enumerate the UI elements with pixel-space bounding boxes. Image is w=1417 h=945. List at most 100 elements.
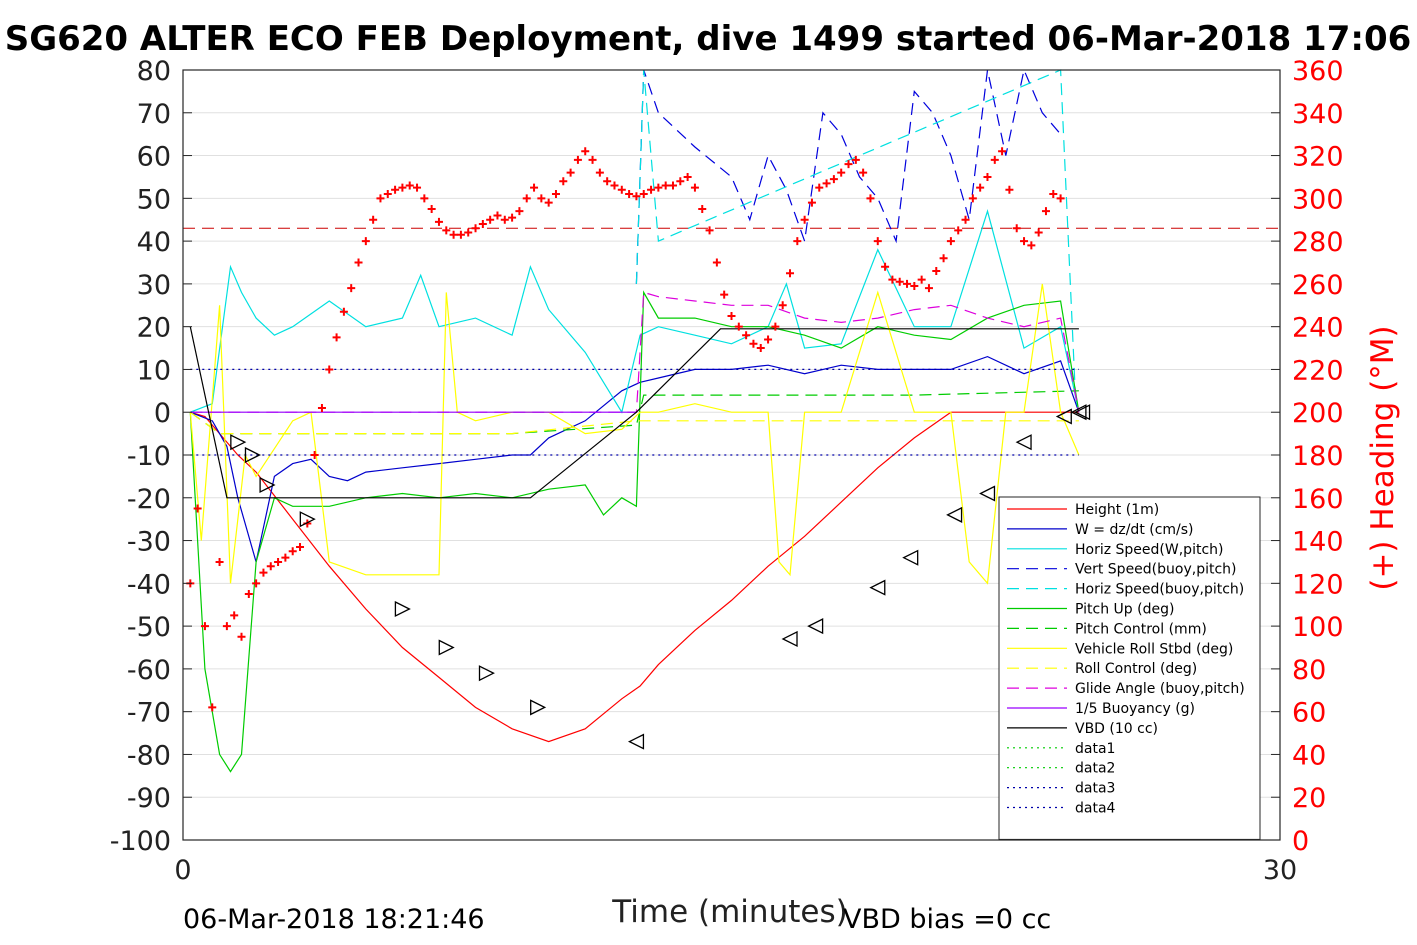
y-right-tick-label: 260: [1292, 270, 1344, 301]
heading-point: [398, 183, 407, 192]
heading-point: [924, 284, 933, 293]
y-right-tick-label: 0: [1292, 826, 1309, 857]
y-right-tick-label: 360: [1292, 56, 1344, 87]
heading-point: [778, 301, 787, 310]
y-tick-label: 10: [137, 355, 171, 386]
heading-point: [595, 168, 604, 177]
heading-point: [500, 215, 509, 224]
legend-entry: data2: [1075, 761, 1115, 777]
heading-point: [522, 194, 531, 203]
y-axis-left: 80 70 60 50 40 30 20 10 0 -10 -20 -30 -40 -50 -60 -70 -8…: [110, 56, 192, 857]
heading-point: [837, 168, 846, 177]
y-tick-label: 30: [137, 270, 171, 301]
depth-marker: [979, 485, 996, 502]
depth-marker: [478, 665, 495, 682]
y-right-tick-label: 20: [1292, 783, 1326, 814]
depth-marker: [438, 639, 455, 656]
heading-point: [668, 181, 677, 190]
depth-marker: [1015, 434, 1032, 451]
heading-point: [1056, 194, 1065, 203]
heading-point: [442, 226, 451, 235]
depth-marker: [781, 630, 798, 647]
heading-point: [647, 185, 656, 194]
heading-point: [347, 284, 356, 293]
heading-point: [654, 183, 663, 192]
y-right-tick-label: 100: [1292, 612, 1344, 643]
heading-point: [530, 183, 539, 192]
depth-marker: [627, 733, 645, 750]
heading-point: [1034, 228, 1043, 237]
heading-point: [968, 194, 977, 203]
heading-point: [230, 611, 239, 620]
heading-point: [1012, 224, 1021, 233]
depth-marker: [946, 506, 963, 523]
heading-point: [361, 237, 370, 246]
heading-point: [493, 211, 502, 220]
depth-marker: [869, 579, 886, 596]
series-line: [189, 283, 1080, 585]
heading-point: [486, 215, 495, 224]
y-tick-label: -10: [127, 441, 171, 472]
heading-markers: [186, 147, 1065, 712]
heading-point: [508, 213, 517, 222]
legend-entry: Horiz Speed(buoy,pitch): [1075, 582, 1244, 598]
y-right-tick-label: 320: [1292, 142, 1344, 173]
legend-entry: 1/5 Buoyancy (g): [1075, 701, 1195, 717]
legend-entry: data1: [1075, 741, 1115, 757]
y-axis-right: 3603403203002802602402202001801601401201…: [1271, 56, 1344, 857]
depth-marker: [394, 600, 411, 618]
heading-point: [822, 179, 831, 188]
heading-point: [632, 192, 641, 201]
heading-point: [237, 632, 246, 641]
y-axis-right-label: (+) Heading (°M): [1365, 325, 1401, 590]
heading-point: [559, 177, 568, 186]
heading-point: [405, 181, 414, 190]
depth-marker: [1070, 404, 1087, 421]
heading-point: [917, 275, 926, 284]
heading-point: [661, 181, 670, 190]
heading-point: [698, 205, 707, 214]
heading-point: [690, 183, 699, 192]
series-line: [189, 411, 1079, 435]
heading-point: [449, 230, 458, 239]
y-tick-label: -30: [127, 527, 171, 558]
legend-entry: Vehicle Roll Stbd (deg): [1075, 641, 1233, 657]
legend: Height (1m) W = dz/dt (cm/s) Horiz Speed(W…: [998, 496, 1261, 840]
heading-point: [946, 237, 955, 246]
heading-point: [720, 290, 729, 299]
heading-point: [742, 331, 751, 340]
legend-entry: Pitch Up (deg): [1075, 602, 1174, 618]
footer-timestamp: 06-Mar-2018 18:21:46: [183, 904, 485, 935]
heading-point: [478, 220, 487, 228]
legend-entry: data4: [1075, 801, 1116, 817]
footer-vbd-bias: VBD bias =0 cc: [843, 904, 1051, 935]
y-right-tick-label: 80: [1292, 655, 1326, 686]
legend-entry: Glide Angle (buoy,pitch): [1075, 681, 1245, 697]
heading-point: [786, 269, 795, 278]
y-tick-label: -20: [127, 484, 171, 515]
heading-point: [288, 547, 297, 556]
heading-point: [998, 147, 1007, 156]
depth-marker: [1055, 408, 1072, 425]
heading-point: [676, 177, 685, 186]
heading-point: [434, 217, 443, 226]
heading-point: [391, 185, 400, 194]
depth-marker: [299, 511, 316, 528]
series-line: [189, 326, 1079, 499]
legend-entry: Horiz Speed(W,pitch): [1075, 542, 1223, 558]
legend-entry: VBD (10 cc): [1075, 721, 1158, 737]
legend-entry: Roll Control (deg): [1075, 661, 1197, 677]
y-right-tick-label: 200: [1292, 398, 1344, 429]
heading-point: [252, 579, 261, 588]
heading-point: [420, 194, 429, 203]
heading-point: [310, 451, 319, 459]
depth-marker: [259, 476, 276, 493]
heading-point: [281, 553, 290, 562]
heading-point: [325, 365, 334, 374]
heading-point: [339, 307, 348, 316]
legend-entry: Height (1m): [1075, 502, 1159, 518]
heading-point: [749, 339, 758, 348]
depth-marker: [530, 699, 547, 716]
heading-point: [895, 277, 904, 286]
